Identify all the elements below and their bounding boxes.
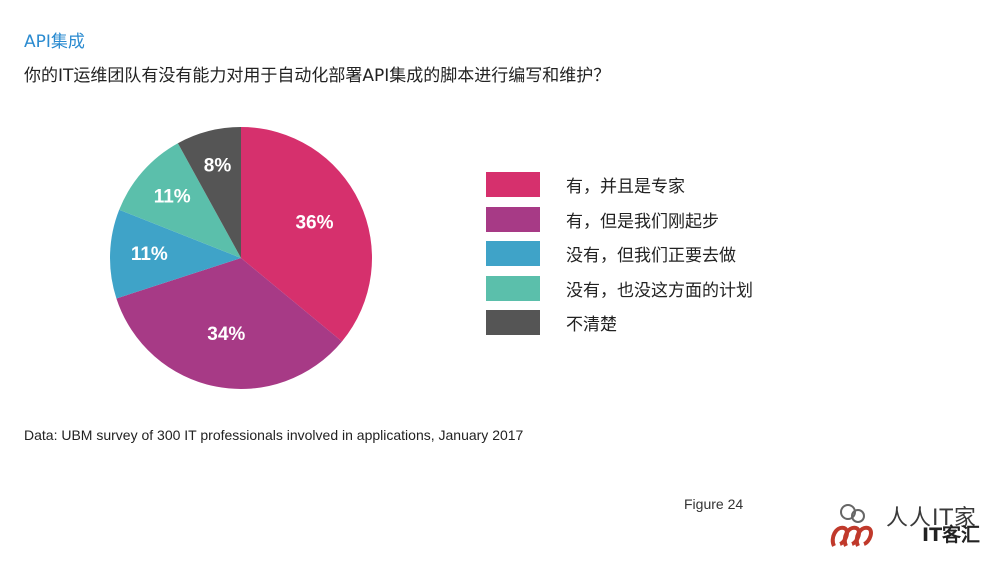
pie-slice-label-1: 36%	[295, 212, 333, 233]
pie-labels: 36% 34% 11% 11% 8%	[131, 156, 334, 346]
section-title: API集成	[24, 32, 85, 52]
legend-label: 没有，也没这方面的计划	[566, 280, 753, 301]
pie-slice-3	[110, 209, 241, 299]
legend-swatch	[486, 172, 540, 197]
pie-slice-5	[177, 127, 241, 258]
pie-slice-label-2: 34%	[207, 324, 245, 345]
figure-label: Figure 24	[684, 496, 744, 512]
pie-slice-2	[116, 258, 342, 389]
legend-swatch	[486, 206, 540, 232]
pie-slice-1	[241, 127, 372, 342]
legend-swatch	[486, 310, 540, 335]
watermark-text: 人人IT家	[886, 506, 977, 531]
legend-label: 不清楚	[566, 315, 617, 335]
watermark-subtext: IT客汇	[922, 524, 981, 546]
pie-slice-4	[119, 143, 241, 258]
pie-slice-label-4: 11%	[154, 186, 191, 207]
legend-label: 有，并且是专家	[566, 177, 685, 197]
data-source: Data: UBM survey of 300 IT professionals…	[24, 427, 524, 443]
pie-slices	[110, 127, 372, 389]
watermark: 人人IT家 IT客汇	[826, 498, 996, 558]
survey-question: 你的IT运维团队有没有能力对用于自动化部署API集成的脚本进行编写和维护？	[24, 66, 611, 86]
watermark-logo-icon	[830, 504, 873, 547]
legend-label: 没有，但我们正要去做	[566, 246, 736, 266]
legend-label: 有，但是我们刚起步	[566, 211, 719, 232]
pie-slice-label-3: 11%	[131, 244, 168, 265]
legend-swatch	[486, 275, 540, 301]
pie-slice-label-5: 8%	[204, 156, 232, 177]
legend-swatch	[486, 241, 540, 266]
